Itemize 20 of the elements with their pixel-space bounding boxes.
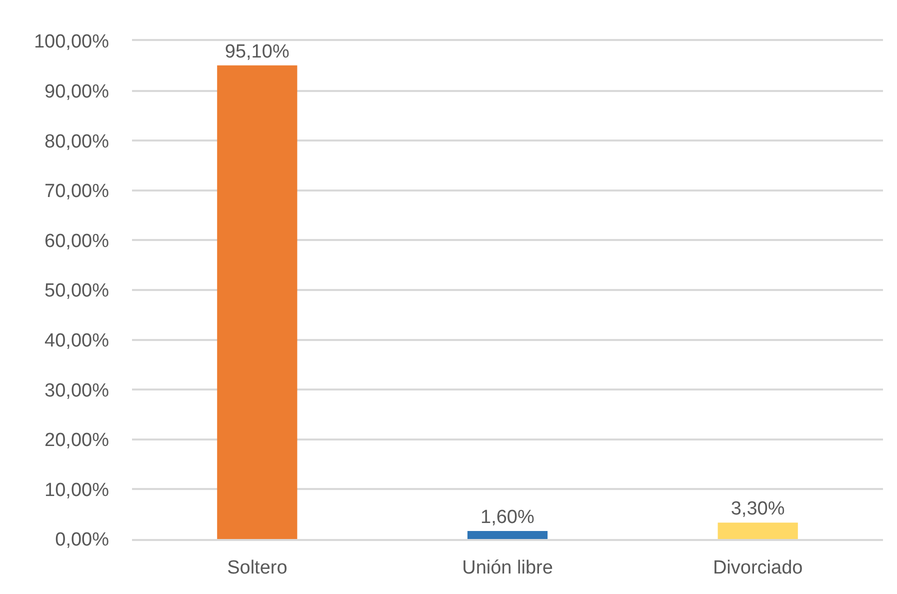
bar: [467, 531, 548, 539]
y-tick-label: 0,00%: [55, 530, 110, 551]
x-tick-label: Unión libre: [462, 558, 553, 579]
y-tick-label: 20,00%: [44, 430, 110, 452]
bar: [718, 522, 798, 539]
data-label: 1,60%: [480, 507, 534, 528]
y-tick-label: 10,00%: [44, 480, 110, 501]
y-tick-label: 80,00%: [44, 131, 110, 152]
y-tick-label: 60,00%: [44, 230, 110, 252]
y-tick-label: 70,00%: [44, 181, 110, 202]
y-tick-label: 90,00%: [44, 81, 110, 102]
data-label: 95,10%: [224, 41, 290, 62]
x-tick-label: Soltero: [227, 558, 288, 579]
y-tick-label: 30,00%: [44, 380, 110, 402]
x-tick-label: Divorciado: [712, 558, 803, 579]
bar: [217, 65, 298, 539]
y-tick-label: 50,00%: [44, 280, 110, 302]
data-label: 3,30%: [730, 498, 785, 520]
y-tick-label: 40,00%: [44, 330, 110, 352]
y-tick-label: 100,00%: [34, 32, 110, 53]
